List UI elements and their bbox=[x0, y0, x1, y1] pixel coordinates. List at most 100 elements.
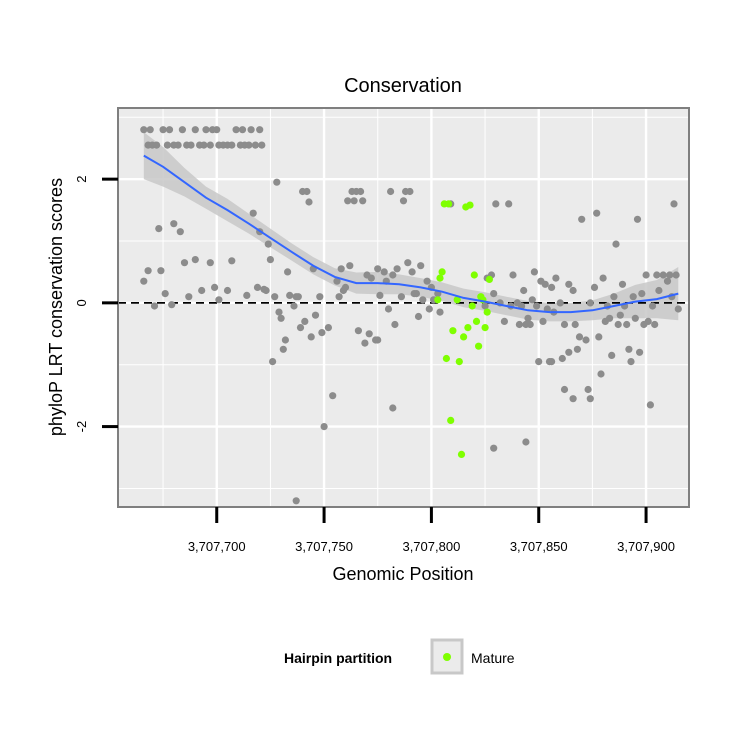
other-point bbox=[419, 296, 427, 304]
other-point bbox=[558, 354, 566, 363]
other-point bbox=[560, 385, 569, 394]
other-point bbox=[590, 283, 599, 291]
other-point bbox=[593, 209, 601, 217]
other-point bbox=[361, 339, 369, 347]
mature-point bbox=[434, 296, 442, 304]
other-point bbox=[646, 401, 655, 409]
legend-title: Hairpin partition bbox=[284, 650, 392, 666]
other-point bbox=[311, 311, 320, 319]
other-point bbox=[303, 187, 311, 196]
other-point bbox=[565, 348, 573, 356]
other-point bbox=[333, 277, 341, 285]
other-point bbox=[243, 291, 251, 299]
other-point bbox=[213, 126, 221, 134]
other-point bbox=[341, 283, 350, 291]
mature-point bbox=[468, 302, 476, 310]
other-point bbox=[515, 320, 524, 329]
other-point bbox=[423, 277, 431, 285]
other-point bbox=[168, 301, 176, 309]
other-point bbox=[623, 320, 631, 329]
other-point bbox=[569, 395, 577, 403]
mature-point bbox=[466, 201, 474, 209]
other-point bbox=[481, 302, 489, 310]
other-point bbox=[346, 262, 354, 270]
other-point bbox=[191, 256, 199, 264]
x-tick-label: 3,707,900 bbox=[617, 539, 675, 554]
other-point bbox=[627, 358, 635, 366]
other-point bbox=[335, 293, 343, 301]
other-point bbox=[264, 240, 272, 248]
other-point bbox=[262, 286, 270, 295]
other-point bbox=[140, 126, 148, 134]
other-point bbox=[586, 395, 594, 403]
other-point bbox=[279, 345, 287, 353]
other-point bbox=[374, 265, 382, 273]
mature-point bbox=[438, 268, 446, 276]
other-point bbox=[616, 311, 624, 319]
other-point bbox=[200, 141, 208, 149]
other-point bbox=[271, 293, 279, 301]
mature-point bbox=[460, 333, 468, 341]
other-point bbox=[144, 267, 152, 275]
other-point bbox=[296, 324, 305, 332]
other-point bbox=[191, 126, 199, 134]
other-point bbox=[357, 187, 365, 196]
legend-label-mature: Mature bbox=[471, 650, 515, 666]
other-point bbox=[610, 293, 618, 301]
other-point bbox=[414, 312, 423, 321]
other-point bbox=[284, 268, 292, 276]
other-point bbox=[266, 256, 274, 264]
other-point bbox=[277, 314, 285, 322]
other-point bbox=[659, 271, 667, 279]
other-point bbox=[608, 351, 616, 359]
other-point bbox=[273, 178, 281, 186]
other-point bbox=[490, 444, 498, 452]
plot-border bbox=[117, 107, 690, 508]
mature-point bbox=[442, 354, 450, 363]
other-point bbox=[251, 141, 259, 149]
other-point bbox=[436, 308, 444, 316]
other-point bbox=[318, 329, 326, 337]
axes: 3,707,700 3,707,750 3,707,800 3,707,850 3,70… bbox=[74, 107, 690, 554]
smooth-line bbox=[143, 154, 679, 314]
other-point bbox=[206, 141, 214, 149]
mature-point bbox=[445, 200, 453, 208]
other-point bbox=[376, 291, 384, 299]
other-point bbox=[595, 333, 603, 341]
mature-point bbox=[457, 450, 466, 458]
mature-point bbox=[470, 271, 478, 279]
other-point bbox=[582, 336, 590, 344]
other-point bbox=[599, 274, 607, 282]
other-point bbox=[365, 330, 373, 338]
other-point bbox=[618, 280, 627, 288]
other-point bbox=[344, 197, 352, 205]
other-point bbox=[399, 197, 408, 205]
other-point bbox=[638, 290, 646, 298]
other-point bbox=[337, 265, 345, 273]
other-point bbox=[176, 228, 184, 236]
other-point bbox=[552, 274, 560, 282]
other-point bbox=[505, 200, 513, 208]
x-axis-title: Genomic Position bbox=[332, 564, 473, 584]
other-point bbox=[569, 286, 577, 295]
chart-title: Conservation bbox=[344, 75, 462, 97]
other-point bbox=[374, 336, 382, 344]
other-point bbox=[524, 314, 532, 322]
other-point bbox=[573, 345, 582, 353]
other-point bbox=[584, 385, 592, 394]
other-point bbox=[228, 257, 236, 265]
other-point bbox=[140, 277, 148, 285]
other-point bbox=[670, 200, 678, 208]
other-point bbox=[247, 126, 255, 134]
other-point bbox=[281, 336, 289, 344]
mature-point bbox=[485, 275, 493, 283]
mature-point bbox=[447, 416, 455, 424]
other-point bbox=[150, 302, 159, 310]
other-point bbox=[155, 225, 163, 233]
other-point bbox=[153, 141, 161, 149]
mature-point bbox=[436, 274, 444, 282]
other-point bbox=[500, 317, 508, 325]
other-point bbox=[178, 126, 186, 134]
other-point bbox=[655, 286, 663, 295]
other-point bbox=[258, 141, 266, 149]
